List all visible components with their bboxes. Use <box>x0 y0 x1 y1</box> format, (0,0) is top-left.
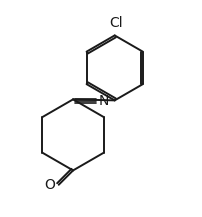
Text: N: N <box>98 94 108 108</box>
Text: Cl: Cl <box>108 16 122 30</box>
Text: O: O <box>44 178 55 192</box>
